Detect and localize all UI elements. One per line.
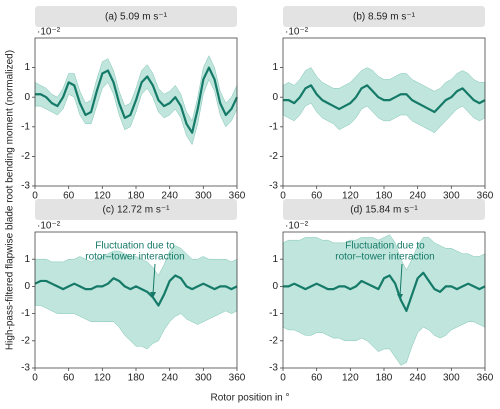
x-tick-label: 360 bbox=[229, 373, 246, 384]
panel-title: (b) 8.59 m s⁻¹ bbox=[353, 12, 416, 23]
annotation-arrowhead bbox=[150, 292, 156, 298]
axis-multiplier: ·10⁻² bbox=[37, 221, 61, 232]
x-axis-label: Rotor position in ° bbox=[210, 393, 289, 404]
y-tick-label: -1 bbox=[269, 121, 278, 132]
axis-multiplier: ·10⁻² bbox=[285, 221, 309, 232]
x-tick-label: 240 bbox=[161, 191, 178, 202]
x-tick-label: 300 bbox=[443, 373, 460, 384]
y-axis-label: High-pass-filtered flapwise blade root b… bbox=[5, 50, 16, 350]
x-tick-label: 60 bbox=[311, 191, 323, 202]
y-tick-label: 0 bbox=[24, 281, 30, 292]
y-tick-label: 1 bbox=[272, 254, 278, 265]
x-tick-label: 120 bbox=[342, 373, 359, 384]
y-tick-label: -1 bbox=[21, 308, 30, 319]
y-tick-label: -3 bbox=[269, 363, 278, 374]
y-tick-label: 1 bbox=[24, 62, 30, 73]
y-tick-label: 1 bbox=[272, 62, 278, 73]
panel-title-box bbox=[283, 199, 485, 220]
x-tick-label: 300 bbox=[443, 191, 460, 202]
axis-multiplier: ·10⁻² bbox=[285, 27, 309, 38]
mean-line bbox=[283, 84, 486, 114]
y-tick-label: 1 bbox=[24, 254, 30, 265]
y-tick-label: -3 bbox=[269, 181, 278, 192]
y-tick-label: -1 bbox=[269, 308, 278, 319]
x-tick-label: 120 bbox=[94, 191, 111, 202]
x-tick-label: 180 bbox=[376, 373, 393, 384]
x-tick-label: 180 bbox=[376, 191, 393, 202]
x-tick-label: 60 bbox=[311, 373, 323, 384]
x-tick-label: 300 bbox=[195, 191, 212, 202]
annotation-arrow bbox=[399, 263, 403, 297]
annotation-arrowhead bbox=[397, 294, 403, 300]
y-tick-label: -2 bbox=[21, 335, 30, 346]
x-tick-label: 0 bbox=[280, 373, 286, 384]
y-tick-label: -2 bbox=[21, 151, 30, 162]
x-tick-label: 60 bbox=[63, 191, 75, 202]
x-tick-label: 60 bbox=[63, 373, 75, 384]
annotation-text: rotor–tower interaction bbox=[335, 252, 435, 263]
mean-line bbox=[34, 274, 238, 307]
panel-title-box bbox=[35, 199, 237, 220]
panel-title-box bbox=[283, 6, 485, 27]
annotation-text: rotor–tower interaction bbox=[85, 252, 185, 263]
y-tick-label: -2 bbox=[269, 335, 278, 346]
y-tick-label: -3 bbox=[21, 363, 30, 374]
panel-title: (a) 5.09 m s⁻¹ bbox=[105, 12, 168, 23]
x-tick-label: 0 bbox=[32, 373, 38, 384]
x-tick-label: 240 bbox=[409, 373, 426, 384]
x-tick-label: 240 bbox=[409, 191, 426, 202]
panel-title: (d) 15.84 m s⁻¹ bbox=[350, 205, 418, 216]
mean-line bbox=[283, 271, 486, 312]
x-tick-label: 360 bbox=[477, 373, 494, 384]
x-tick-label: 120 bbox=[94, 373, 111, 384]
y-tick-label: 0 bbox=[24, 92, 30, 103]
x-tick-label: 240 bbox=[161, 373, 178, 384]
x-tick-label: 120 bbox=[342, 191, 359, 202]
axis-multiplier: ·10⁻² bbox=[37, 27, 61, 38]
annotation-text: Fluctuation due to bbox=[345, 241, 425, 252]
panel-title-box bbox=[35, 6, 237, 27]
x-tick-label: 0 bbox=[280, 191, 286, 202]
y-tick-label: -3 bbox=[21, 181, 30, 192]
annotation-text: Fluctuation due to bbox=[95, 241, 175, 252]
mean-line bbox=[35, 66, 238, 134]
y-tick-label: -2 bbox=[269, 151, 278, 162]
y-tick-label: -1 bbox=[21, 121, 30, 132]
x-tick-label: 180 bbox=[128, 373, 145, 384]
panel-title: (c) 12.72 m s⁻¹ bbox=[103, 205, 171, 216]
y-tick-label: 0 bbox=[272, 281, 278, 292]
x-tick-label: 300 bbox=[195, 373, 212, 384]
x-tick-label: 180 bbox=[128, 191, 145, 202]
x-tick-label: 360 bbox=[229, 191, 246, 202]
x-tick-label: 360 bbox=[477, 191, 494, 202]
x-tick-label: 0 bbox=[32, 191, 38, 202]
annotation-arrow bbox=[152, 263, 156, 295]
y-tick-label: 0 bbox=[272, 92, 278, 103]
